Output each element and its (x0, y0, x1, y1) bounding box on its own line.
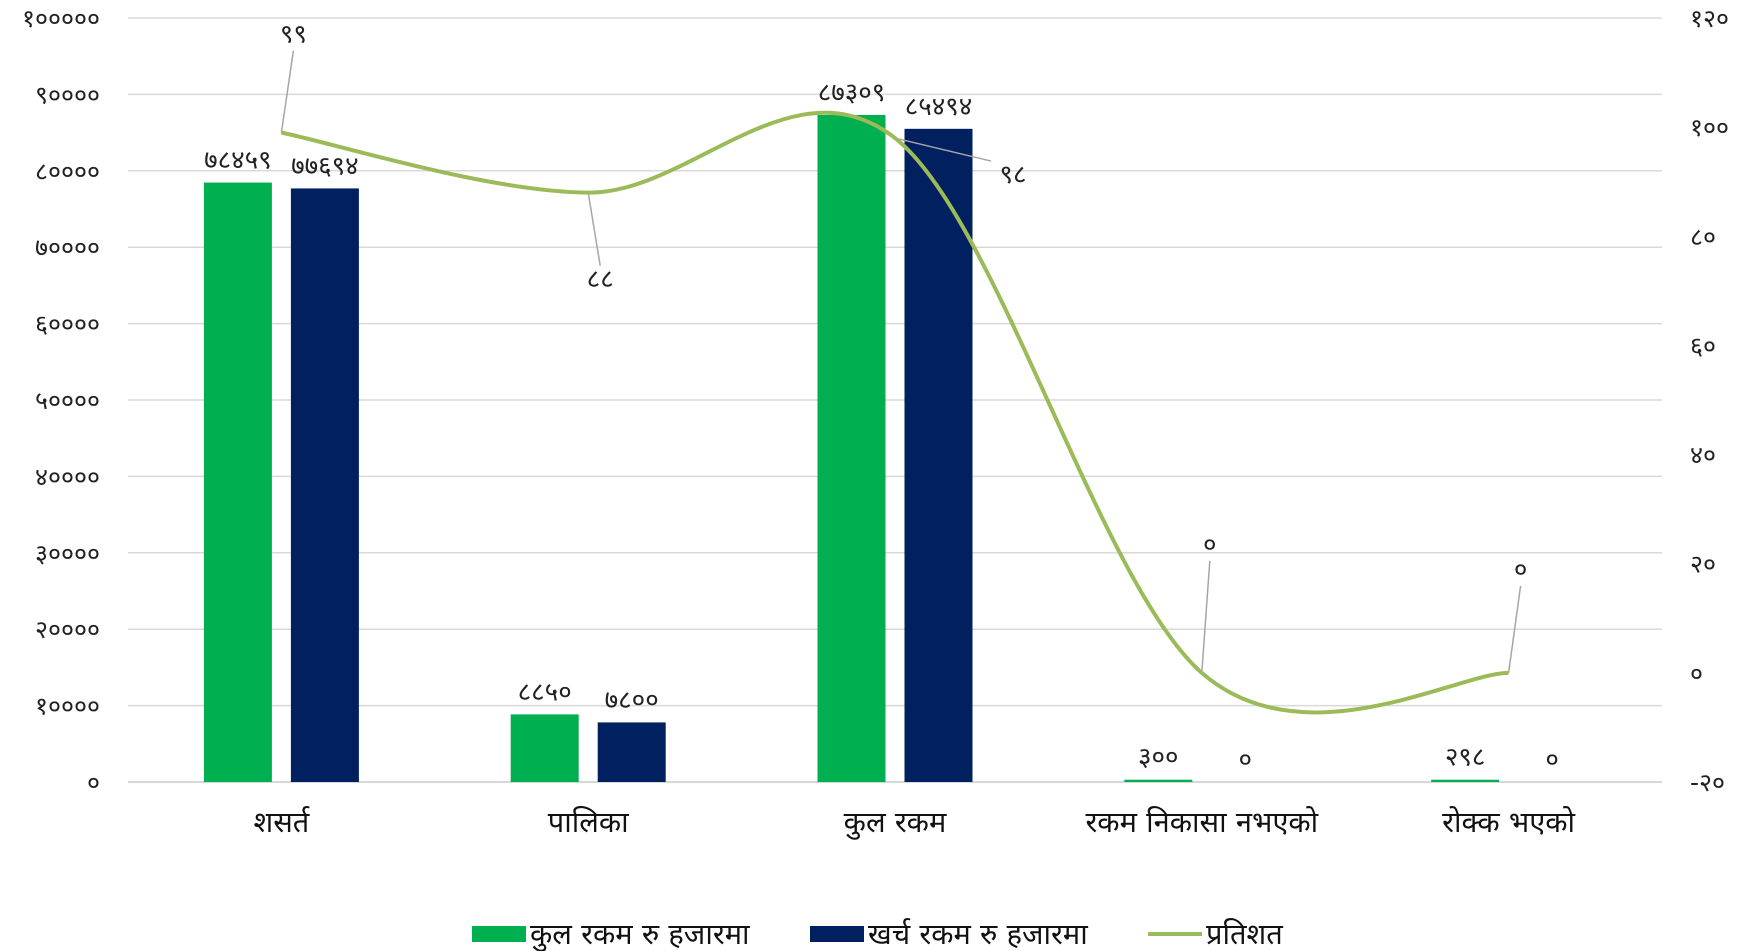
bar-data-label: २९८ (1445, 743, 1486, 773)
bar-data-label: ० (1545, 745, 1559, 775)
left-tick-label: ८०००० (35, 157, 100, 186)
data-labels: ७८४५९ ८८५० ८७३०९ ३०० २९८ ७७६९४ ७८०० ८५४९४ ० ० ९९ ८८… (204, 20, 1559, 775)
left-tick-label: ९०००० (35, 80, 100, 109)
bar-data-label: ० (1239, 745, 1253, 775)
left-axis: ० १०००० २०००० ३०००० ४०००० ५०००० ६०००० ७०००० ८०००… (22, 4, 100, 797)
left-tick-label: २०००० (35, 615, 100, 644)
label-leader-line (894, 137, 992, 162)
right-tick-label: १२० (1690, 4, 1729, 33)
bar (290, 188, 359, 782)
bar-data-label: ७८४५९ (204, 146, 272, 176)
right-tick-label: ८० (1690, 222, 1716, 251)
bar (597, 722, 666, 782)
left-tick-label: ६०००० (35, 310, 100, 339)
category-label: कुल रकम (844, 805, 947, 840)
left-tick-label: ० (87, 768, 100, 797)
label-leaders (280, 50, 1522, 673)
left-tick-label: १०००० (35, 692, 100, 721)
bar (1431, 779, 1500, 782)
line-data-label: ० (1514, 555, 1528, 585)
bars (203, 114, 1500, 783)
right-tick-label: ४० (1690, 441, 1716, 470)
bar-data-label: ८८५० (518, 677, 572, 707)
legend-swatch (810, 926, 864, 942)
right-tick-label: ६० (1690, 331, 1716, 360)
category-label: शसर्त (253, 805, 310, 839)
category-label: रकम निकासा नभएको (1085, 805, 1318, 839)
gridlines (128, 17, 1662, 783)
percent-line-path (281, 110, 1509, 715)
bar-data-label: ३०० (1138, 743, 1179, 773)
left-tick-label: ३०००० (35, 539, 100, 568)
right-tick-label: १०० (1690, 113, 1729, 142)
label-leader-line (1507, 585, 1522, 673)
left-tick-label: ५०००० (35, 386, 100, 415)
bar-data-label: ८७३०९ (818, 78, 886, 108)
line-data-label: ८८ (587, 265, 614, 295)
right-tick-label: २० (1690, 550, 1716, 579)
bar-data-label: ८५४९४ (905, 92, 973, 122)
legend: कुल रकम रु हजारमा खर्च रकम रु हजारमा प्रति… (472, 917, 1283, 951)
bar (1124, 779, 1193, 782)
category-label: पालिका (548, 805, 629, 839)
line-data-label: ९८ (999, 160, 1026, 190)
line-data-label: ९९ (280, 20, 307, 50)
legend-swatch (472, 926, 526, 942)
left-tick-label: ७०००० (35, 233, 100, 262)
label-leader-line (587, 192, 601, 266)
category-label: रोक्क भएको (1442, 805, 1575, 839)
right-tick-label: ० (1690, 659, 1703, 688)
bar (203, 182, 272, 782)
percent-line (281, 110, 1509, 715)
legend-label: प्रतिशत (1206, 917, 1283, 951)
bar (817, 114, 886, 783)
bar (510, 714, 579, 782)
bar (904, 128, 973, 783)
left-tick-label: १००००० (22, 4, 100, 33)
line-data-label: ० (1203, 530, 1217, 560)
bar-data-label: ७८०० (605, 685, 659, 715)
legend-label: कुल रकम रु हजारमा (530, 917, 750, 951)
left-tick-label: ४०००० (35, 462, 100, 491)
legend-label: खर्च रकम रु हजारमा (868, 917, 1088, 951)
label-leader-line (1201, 560, 1211, 673)
bar-data-label: ७७६९४ (291, 151, 359, 181)
right-tick-label: -२० (1690, 768, 1725, 797)
right-axis: -२० ० २० ४० ६० ८० १०० १२० (1690, 4, 1729, 797)
label-leader-line (280, 50, 295, 133)
category-axis: शसर्त पालिका कुल रकम रकम निकासा नभएको रोक्क … (253, 805, 1575, 840)
